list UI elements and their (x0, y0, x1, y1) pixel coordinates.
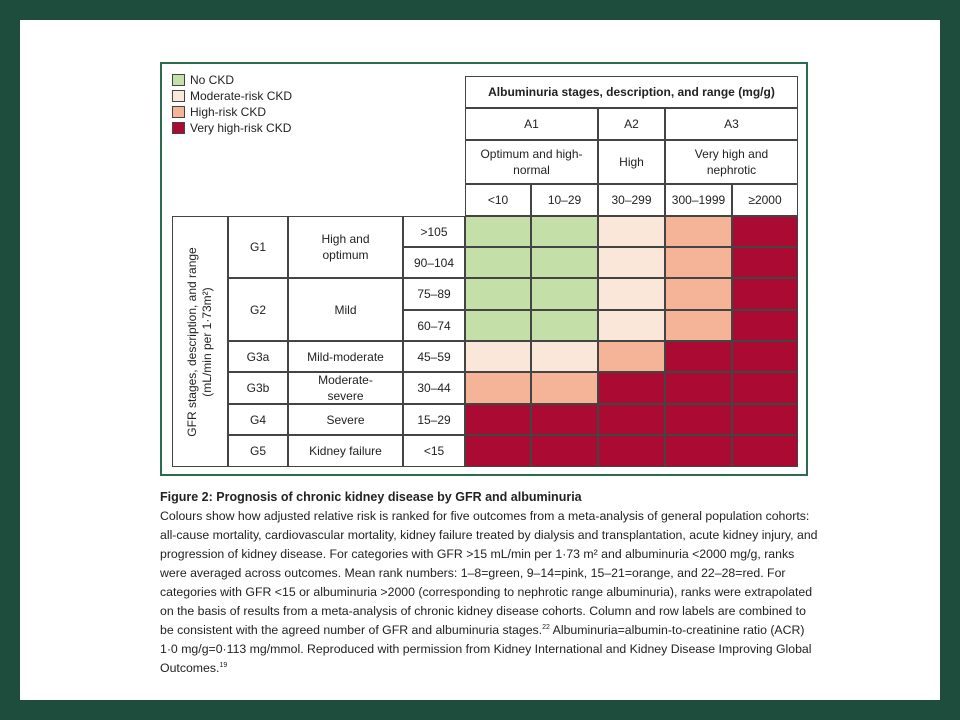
risk-cell (531, 435, 598, 467)
gfr-range: 45–59 (403, 341, 465, 372)
risk-cell (465, 278, 531, 310)
risk-cell (465, 404, 531, 435)
gfr-description: Mild (288, 278, 403, 341)
range-label: ≥2000 (732, 184, 798, 216)
risk-cell (531, 404, 598, 435)
risk-cell (465, 435, 531, 467)
risk-cell (598, 372, 665, 404)
caption-title: Figure 2: Prognosis of chronic kidney di… (160, 490, 582, 504)
legend-swatch (172, 90, 185, 102)
stage-description: Optimum and high-normal (465, 140, 598, 184)
risk-cell (732, 278, 798, 310)
gfr-stage: G1 (228, 216, 288, 278)
risk-cell (665, 247, 732, 278)
gfr-description: Severe (288, 404, 403, 435)
risk-cell (465, 372, 531, 404)
gfr-stage: G2 (228, 278, 288, 341)
risk-cell (665, 310, 732, 341)
risk-cell (531, 341, 598, 372)
risk-cell (598, 341, 665, 372)
gfr-stage: G3a (228, 341, 288, 372)
risk-cell (598, 216, 665, 247)
gfr-range: 75–89 (403, 278, 465, 310)
risk-cell (598, 310, 665, 341)
caption-text: Albuminuria=albumin-to-creatinine ratio … (160, 623, 812, 675)
reference: 22 (542, 623, 550, 631)
albuminuria-title: Albuminuria stages, description, and ran… (465, 76, 798, 108)
risk-cell (531, 310, 598, 341)
risk-cell (465, 310, 531, 341)
risk-cell (598, 247, 665, 278)
stage-name: A2 (598, 108, 665, 140)
risk-cell (665, 278, 732, 310)
risk-cell (665, 216, 732, 247)
gfr-range: 90–104 (403, 247, 465, 278)
risk-cell (732, 247, 798, 278)
risk-cell (732, 372, 798, 404)
range-label: <10 (465, 184, 531, 216)
risk-cell (732, 404, 798, 435)
risk-cell (598, 278, 665, 310)
risk-cell (732, 435, 798, 467)
legend-label: Very high-risk CKD (190, 121, 292, 135)
gfr-range: 60–74 (403, 310, 465, 341)
legend-item: No CKD (172, 73, 234, 87)
gfr-description: Mild-moderate (288, 341, 403, 372)
gfr-range: 15–29 (403, 404, 465, 435)
gfr-stage: G3b (228, 372, 288, 404)
legend-item: Moderate-risk CKD (172, 89, 292, 103)
gfr-range: <15 (403, 435, 465, 467)
risk-cell (531, 372, 598, 404)
gfr-description: Kidney failure (288, 435, 403, 467)
risk-cell (665, 341, 732, 372)
gfr-title: GFR stages, description, and range (mL/m… (172, 216, 228, 467)
legend-swatch (172, 106, 185, 118)
risk-cell (465, 247, 531, 278)
gfr-title-text: GFR stages, description, and range (mL/m… (185, 246, 214, 437)
caption-text: Colours show how adjusted relative risk … (160, 509, 818, 637)
risk-cell (531, 216, 598, 247)
risk-cell (665, 404, 732, 435)
gfr-range: >105 (403, 216, 465, 247)
risk-cell (531, 247, 598, 278)
legend-item: High-risk CKD (172, 105, 266, 119)
stage-name: A1 (465, 108, 598, 140)
reference: 19 (219, 661, 228, 669)
legend-swatch (172, 122, 185, 134)
stage-description: Very high and nephrotic (665, 140, 798, 184)
risk-cell (732, 310, 798, 341)
gfr-stage: G5 (228, 435, 288, 467)
risk-cell (465, 341, 531, 372)
gfr-description: High and optimum (288, 216, 403, 278)
legend-label: High-risk CKD (190, 105, 267, 119)
legend-swatch (172, 74, 185, 86)
stage-description: High (598, 140, 665, 184)
risk-cell (732, 216, 798, 247)
caption: Figure 2: Prognosis of chronic kidney di… (160, 488, 820, 678)
risk-cell (598, 404, 665, 435)
figure-frame (160, 62, 808, 476)
risk-cell (665, 372, 732, 404)
gfr-stage: G4 (228, 404, 288, 435)
range-label: 10–29 (531, 184, 598, 216)
risk-cell (465, 216, 531, 247)
gfr-description: Moderate-severe (288, 372, 403, 404)
range-label: 30–299 (598, 184, 665, 216)
risk-cell (598, 435, 665, 467)
legend-label: No CKD (190, 73, 235, 87)
legend-item: Very high-risk CKD (172, 121, 291, 135)
range-label: 300–1999 (665, 184, 732, 216)
gfr-range: 30–44 (403, 372, 465, 404)
risk-cell (665, 435, 732, 467)
legend-label: Moderate-risk CKD (190, 89, 293, 103)
stage-name: A3 (665, 108, 798, 140)
risk-cell (531, 278, 598, 310)
risk-cell (732, 341, 798, 372)
